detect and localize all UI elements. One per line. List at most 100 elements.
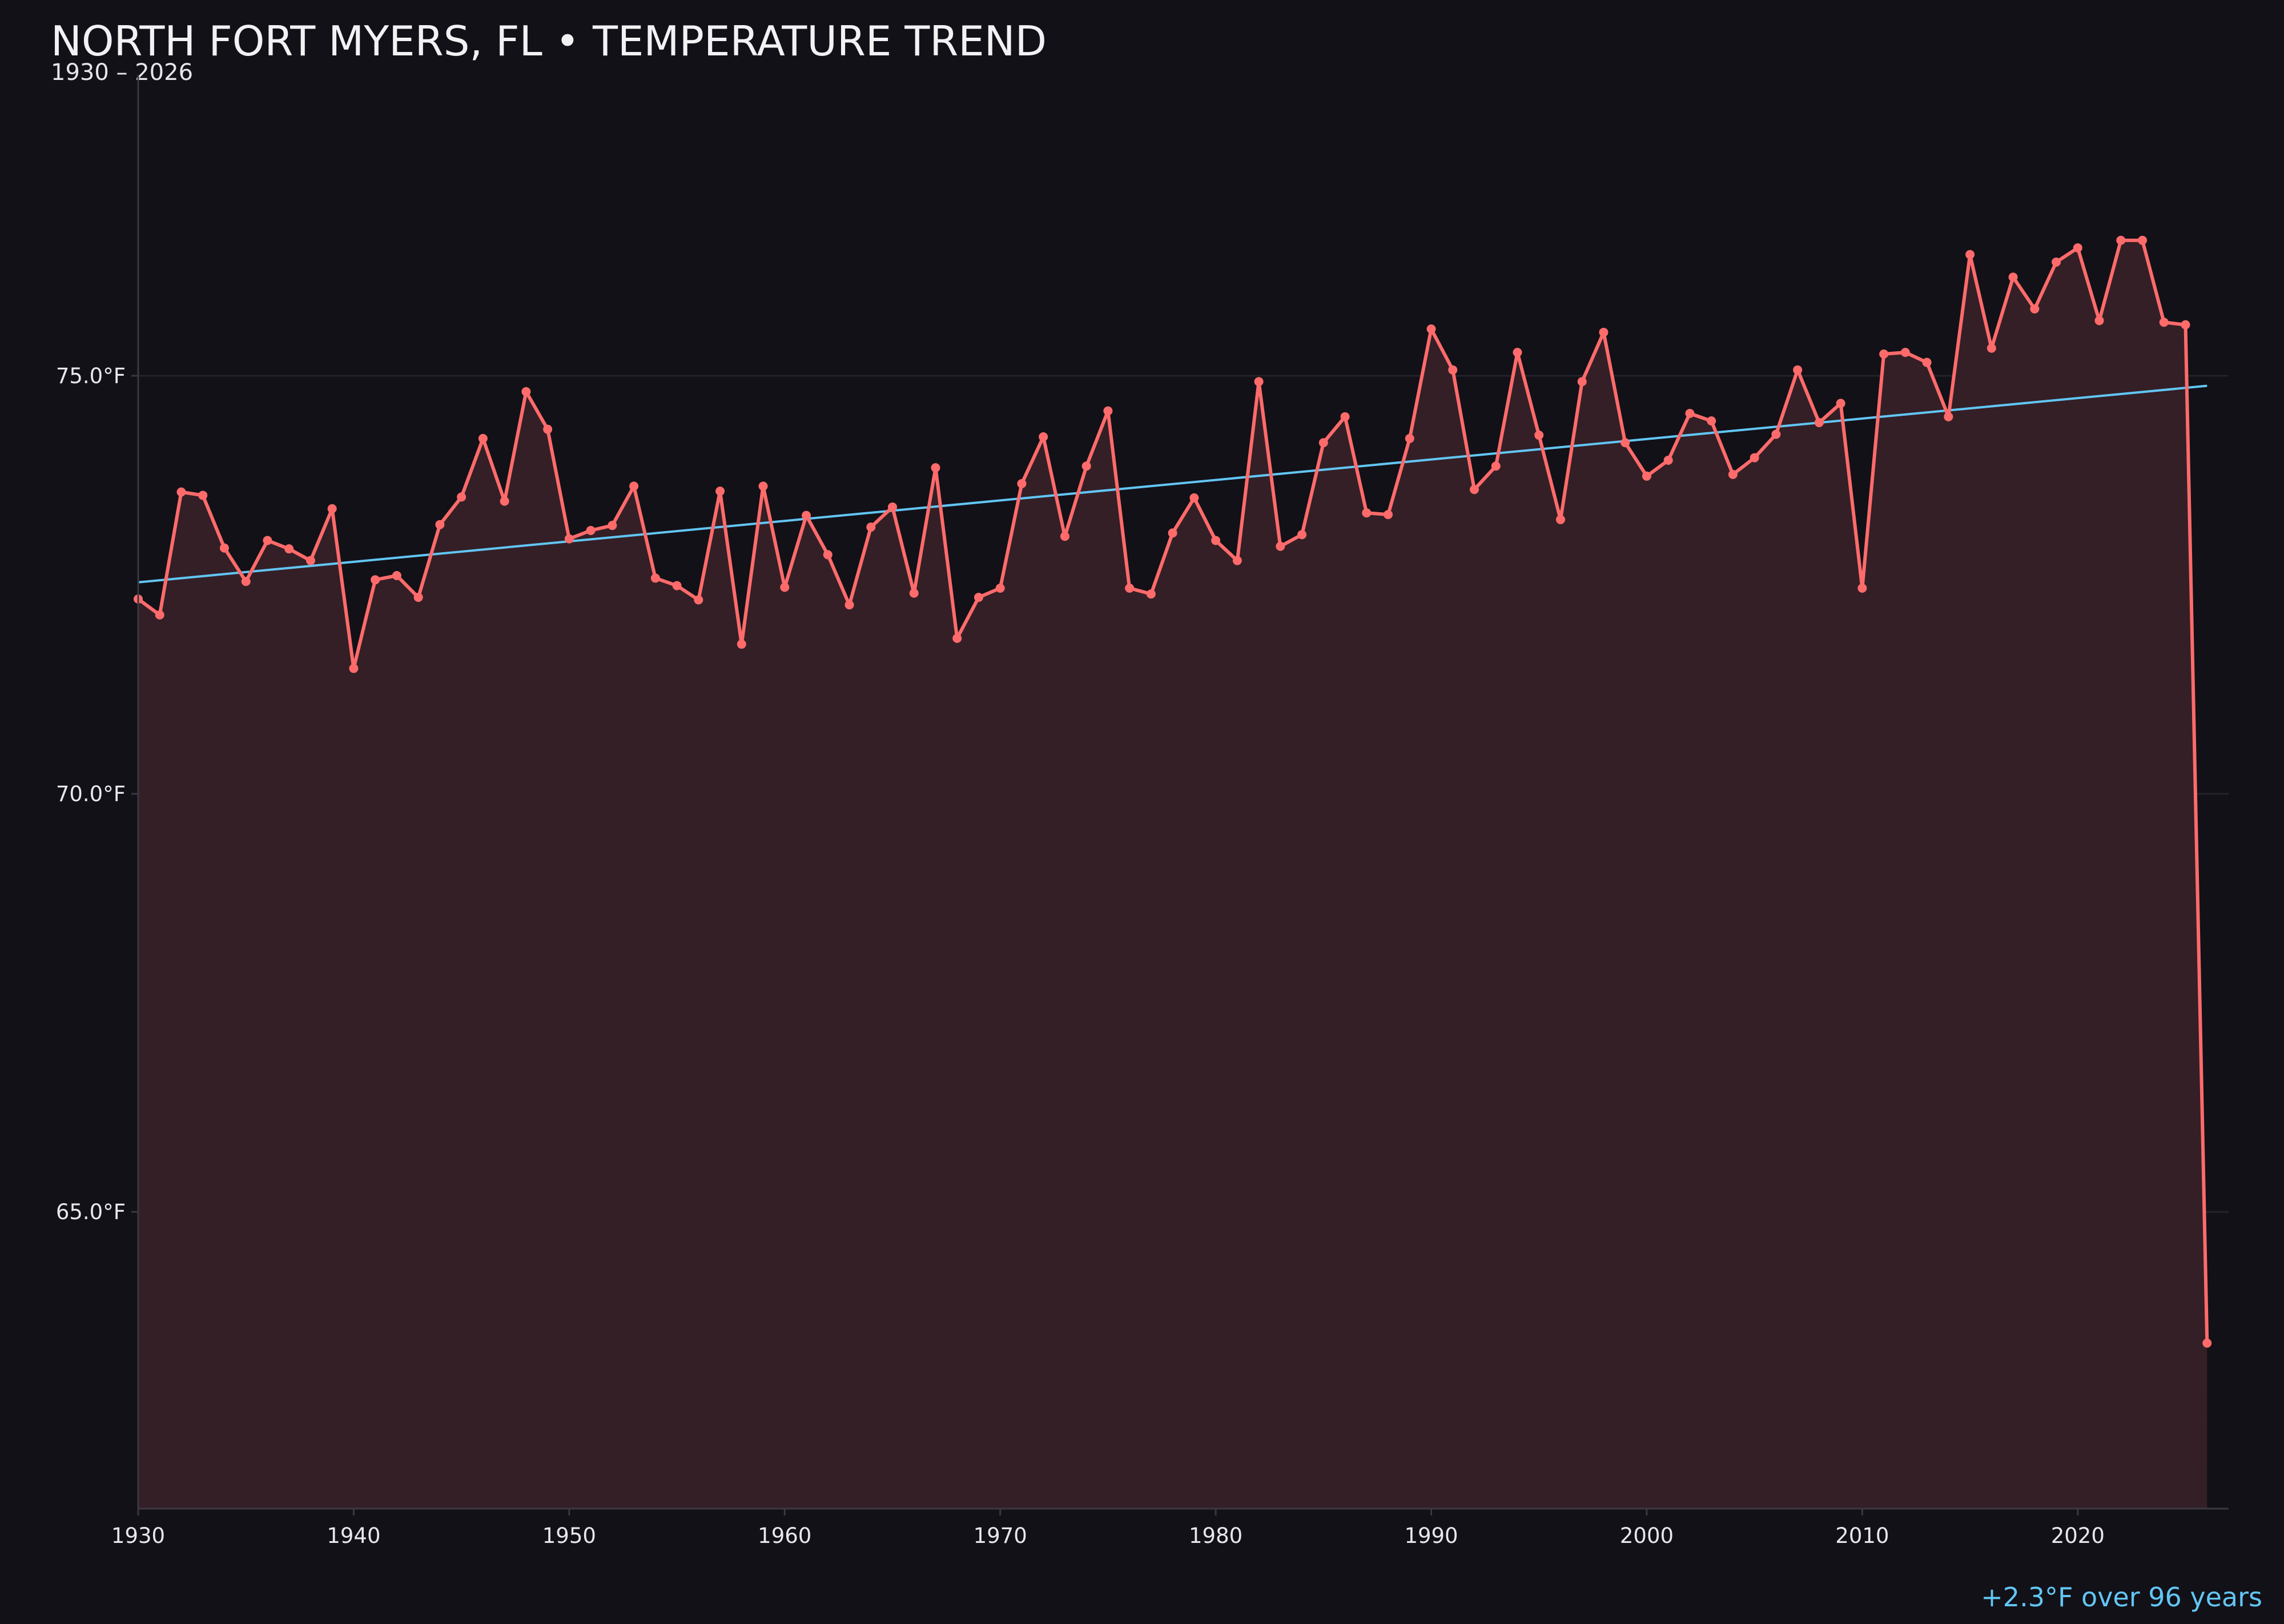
data-point-1944 <box>435 520 445 529</box>
data-point-1955 <box>672 581 682 590</box>
x-tick-label: 1970 <box>974 1523 1027 1548</box>
data-point-2007 <box>1793 365 1803 375</box>
data-point-1956 <box>694 595 703 605</box>
x-tick-label: 2000 <box>1620 1523 1674 1548</box>
data-points <box>134 235 2212 1348</box>
data-point-1988 <box>1384 510 1393 520</box>
x-tick-label: 1960 <box>758 1523 811 1548</box>
data-point-1974 <box>1081 461 1091 471</box>
chart-subtitle: 1930 – 2026 <box>51 59 194 86</box>
data-point-1940 <box>349 664 359 673</box>
data-point-1949 <box>543 424 553 434</box>
data-point-1943 <box>413 593 423 602</box>
x-tick-label: 1930 <box>111 1523 165 1548</box>
data-point-2022 <box>2116 235 2126 245</box>
data-point-1953 <box>629 481 639 491</box>
trend-annotation: +2.3°F over 96 years <box>1981 1582 2262 1613</box>
data-point-2006 <box>1771 429 1781 439</box>
data-point-1993 <box>1491 461 1501 471</box>
data-point-1990 <box>1426 324 1436 334</box>
data-point-1954 <box>650 573 660 583</box>
data-point-2024 <box>2159 317 2169 327</box>
data-point-2020 <box>2073 243 2082 253</box>
data-point-2008 <box>1814 418 1824 428</box>
data-point-1939 <box>327 504 337 513</box>
data-point-1981 <box>1232 556 1242 565</box>
data-point-2018 <box>2030 304 2040 313</box>
data-point-1984 <box>1297 530 1307 540</box>
data-point-2014 <box>1944 412 1953 421</box>
data-point-1979 <box>1189 493 1199 503</box>
data-point-1936 <box>263 536 272 545</box>
x-tick-label: 1990 <box>1404 1523 1458 1548</box>
data-point-1933 <box>198 491 208 500</box>
data-point-1961 <box>802 510 811 520</box>
data-point-1998 <box>1599 327 1609 337</box>
data-point-1965 <box>887 502 897 512</box>
data-point-1963 <box>845 600 854 610</box>
data-point-1995 <box>1534 431 1544 440</box>
chart-title: NORTH FORT MYERS, FL • TEMPERATURE TREND <box>51 17 1047 65</box>
data-point-1978 <box>1168 528 1177 538</box>
data-point-1999 <box>1620 438 1630 448</box>
data-point-1946 <box>478 433 488 443</box>
data-point-1935 <box>241 577 251 586</box>
data-point-1947 <box>500 496 509 506</box>
tick-labels: 65.0°F 70.0°F 75.0°F 1930 1940 1950 1960 1970 19… <box>56 364 2105 1548</box>
data-point-1950 <box>564 534 574 544</box>
data-point-2010 <box>1857 583 1867 593</box>
data-point-1942 <box>392 571 401 581</box>
x-tick-label: 2010 <box>1835 1523 1889 1548</box>
data-point-1996 <box>1555 514 1565 524</box>
temperature-area-fill <box>138 240 2207 1509</box>
x-tick-label: 2020 <box>2051 1523 2105 1548</box>
data-point-2023 <box>2138 235 2148 245</box>
data-point-1941 <box>371 575 380 585</box>
data-point-1977 <box>1146 589 1156 599</box>
data-point-2003 <box>1707 416 1716 426</box>
data-point-1983 <box>1276 541 1285 551</box>
data-point-1986 <box>1340 412 1350 421</box>
data-point-2021 <box>2094 316 2104 325</box>
data-point-1934 <box>219 543 229 553</box>
data-point-1938 <box>305 556 315 565</box>
x-tick-label: 1980 <box>1189 1523 1242 1548</box>
data-point-2000 <box>1642 471 1651 481</box>
data-point-2015 <box>1965 250 1975 259</box>
data-point-2016 <box>1987 343 1996 353</box>
data-point-2001 <box>1663 455 1673 465</box>
data-point-1945 <box>457 492 467 502</box>
data-point-1976 <box>1125 583 1135 593</box>
data-point-1982 <box>1254 377 1264 387</box>
y-tick-label: 75.0°F <box>56 364 126 388</box>
data-point-1970 <box>995 583 1005 593</box>
data-point-1948 <box>521 387 531 396</box>
data-point-1959 <box>758 481 768 491</box>
data-point-1952 <box>608 521 617 530</box>
data-point-1964 <box>866 522 876 532</box>
data-point-2002 <box>1685 408 1695 418</box>
data-point-2004 <box>1728 469 1738 479</box>
data-point-1957 <box>715 487 725 496</box>
data-point-1973 <box>1060 532 1069 541</box>
data-point-1987 <box>1362 508 1372 518</box>
data-point-1937 <box>284 544 294 554</box>
data-point-1994 <box>1513 348 1522 357</box>
trend-line <box>138 384 2207 584</box>
data-point-1966 <box>909 588 919 598</box>
data-point-1951 <box>586 525 596 535</box>
data-point-1972 <box>1039 432 1048 441</box>
data-point-1958 <box>737 640 746 649</box>
data-point-1931 <box>155 610 164 620</box>
data-point-2011 <box>1879 349 1889 359</box>
data-point-1991 <box>1448 365 1458 375</box>
data-point-1932 <box>176 487 186 497</box>
x-tick-label: 1940 <box>327 1523 380 1548</box>
data-point-2019 <box>2052 257 2061 267</box>
y-tick-label: 70.0°F <box>56 782 126 806</box>
data-point-1967 <box>931 463 940 473</box>
y-tick-label: 65.0°F <box>56 1200 126 1224</box>
data-point-1969 <box>974 593 983 602</box>
x-tick-label: 1950 <box>542 1523 596 1548</box>
